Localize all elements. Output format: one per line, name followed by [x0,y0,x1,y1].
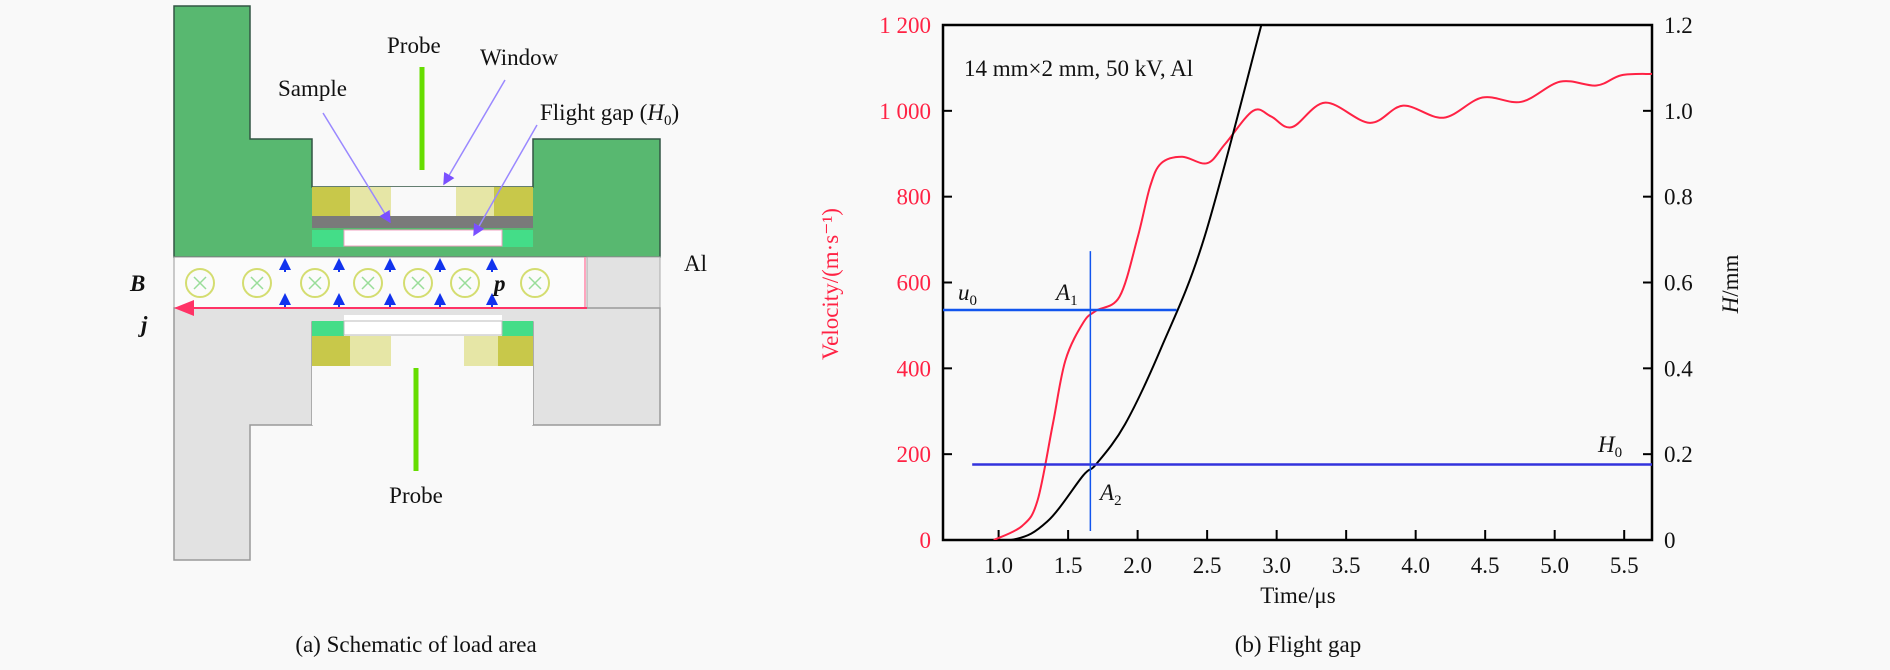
ticks: 1.0 1.5 2.0 2.5 3.0 3.5 4.0 4.5 5.0 5.50200400600… [879,13,1693,578]
a1-label: A1 [1054,280,1078,309]
y-right-tick-label: 0.2 [1664,442,1693,467]
series [943,25,1652,540]
x-tick-label: 5.0 [1540,553,1569,578]
sample-plate [312,216,533,228]
x-tick-label: 3.5 [1332,553,1361,578]
magnetic-field-symbols [185,268,550,298]
field-into-page-icon [450,268,480,298]
pad-upper-left [312,230,344,247]
label-probe-top: Probe [387,33,441,58]
caption-a: (a) Schematic of load area [295,632,536,657]
y-left-tick-label: 800 [897,185,932,210]
field-into-page-icon [520,268,550,298]
h0-label: H0 [1597,432,1622,461]
schematic: Probe Window Sample Flight gap (H0) Al B… [129,5,707,657]
insulator-gradient [464,336,498,366]
u0-label: u0 [958,280,977,309]
y-right-tick-label: 0.6 [1664,271,1693,296]
window-opening [391,187,456,216]
pad-lower-right [502,321,533,336]
field-into-page-icon [353,268,383,298]
label-window: Window [480,45,559,70]
flight-gap-symbol: H [646,100,665,125]
y-left-tick-label: 600 [897,271,932,296]
lower-gap [344,315,502,321]
a2-sub: 2 [1114,493,1122,509]
window-pointer-arrow [443,79,506,186]
a1-symbol: A [1054,280,1071,305]
flight-gap-region [343,229,503,247]
label-flight-gap: Flight gap (H0) [540,100,679,129]
y-right-tick-label: 1.2 [1664,13,1693,38]
field-into-page-icon [403,268,433,298]
x-tick-label: 2.5 [1193,553,1222,578]
y-right-axis-label: H/mm [1718,254,1743,314]
y-right-tick-label: 0.4 [1664,356,1693,381]
caption-b: (b) Flight gap [1235,632,1362,657]
a1-sub: 1 [1070,293,1078,309]
label-j: j [137,312,148,337]
flight-gap-pointer-arrow [473,124,538,237]
al-block [586,256,661,309]
y-left-tick-label: 1 200 [879,13,931,38]
label-sample: Sample [278,76,347,101]
insulator-gradient [350,336,391,366]
y-right-tick-label: 0.8 [1664,185,1693,210]
y-left-tick-label: 1 000 [879,99,931,124]
label-p: p [492,271,506,296]
y-left-tick-label: 200 [897,442,932,467]
y-right-symbol: H [1718,295,1743,314]
pad-lower-left [312,321,344,336]
y-right-tick-label: 0 [1664,528,1676,553]
h0-symbol: H [1597,432,1616,457]
flight-gap-close: ) [671,100,679,125]
label-b: B [129,271,145,296]
y-left-axis-label: Velocity/(m·s⁻¹) [818,208,843,360]
field-into-page-icon [242,268,272,298]
a2-symbol: A [1098,480,1115,505]
velocity-line [993,72,1652,540]
u0-sub: 0 [970,293,978,309]
sample-pointer-arrow [322,112,391,224]
y-left-tick-label: 0 [920,528,932,553]
h0-sub: 0 [1615,445,1623,461]
flight-gap-text: Flight gap ( [540,100,647,125]
label-al: Al [684,251,707,276]
field-into-page-icon [300,268,330,298]
y-left-tick-label: 400 [897,356,932,381]
lower-white-strip [343,320,503,336]
y-right-unit: /mm [1718,254,1743,296]
x-tick-label: 3.0 [1262,553,1291,578]
a2-label: A2 [1098,480,1122,509]
pressure-arrows [279,258,498,307]
pad-upper-right [502,230,533,247]
x-tick-label: 1.5 [1054,553,1083,578]
label-probe-bottom: Probe [389,483,443,508]
insulator-gradient [456,187,494,216]
y-right-tick-label: 1.0 [1664,99,1693,124]
chart-annotation: 14 mm×2 mm, 50 kV, Al [964,56,1193,81]
plot-frame [941,23,1654,542]
x-tick-label: 2.0 [1123,553,1152,578]
x-axis-label: Time/μs [1260,583,1335,608]
flight-gap-line [943,25,1263,540]
chart: 1.0 1.5 2.0 2.5 3.0 3.5 4.0 4.5 5.0 5.50200400600… [818,13,1743,657]
u0-symbol: u [958,280,970,305]
flight-gap-sub: 0 [664,113,672,129]
x-tick-label: 1.0 [984,553,1013,578]
field-into-page-icon [185,268,215,298]
x-tick-label: 5.5 [1610,553,1639,578]
x-tick-label: 4.5 [1471,553,1500,578]
x-tick-label: 4.0 [1401,553,1430,578]
reference-lines [943,251,1652,531]
